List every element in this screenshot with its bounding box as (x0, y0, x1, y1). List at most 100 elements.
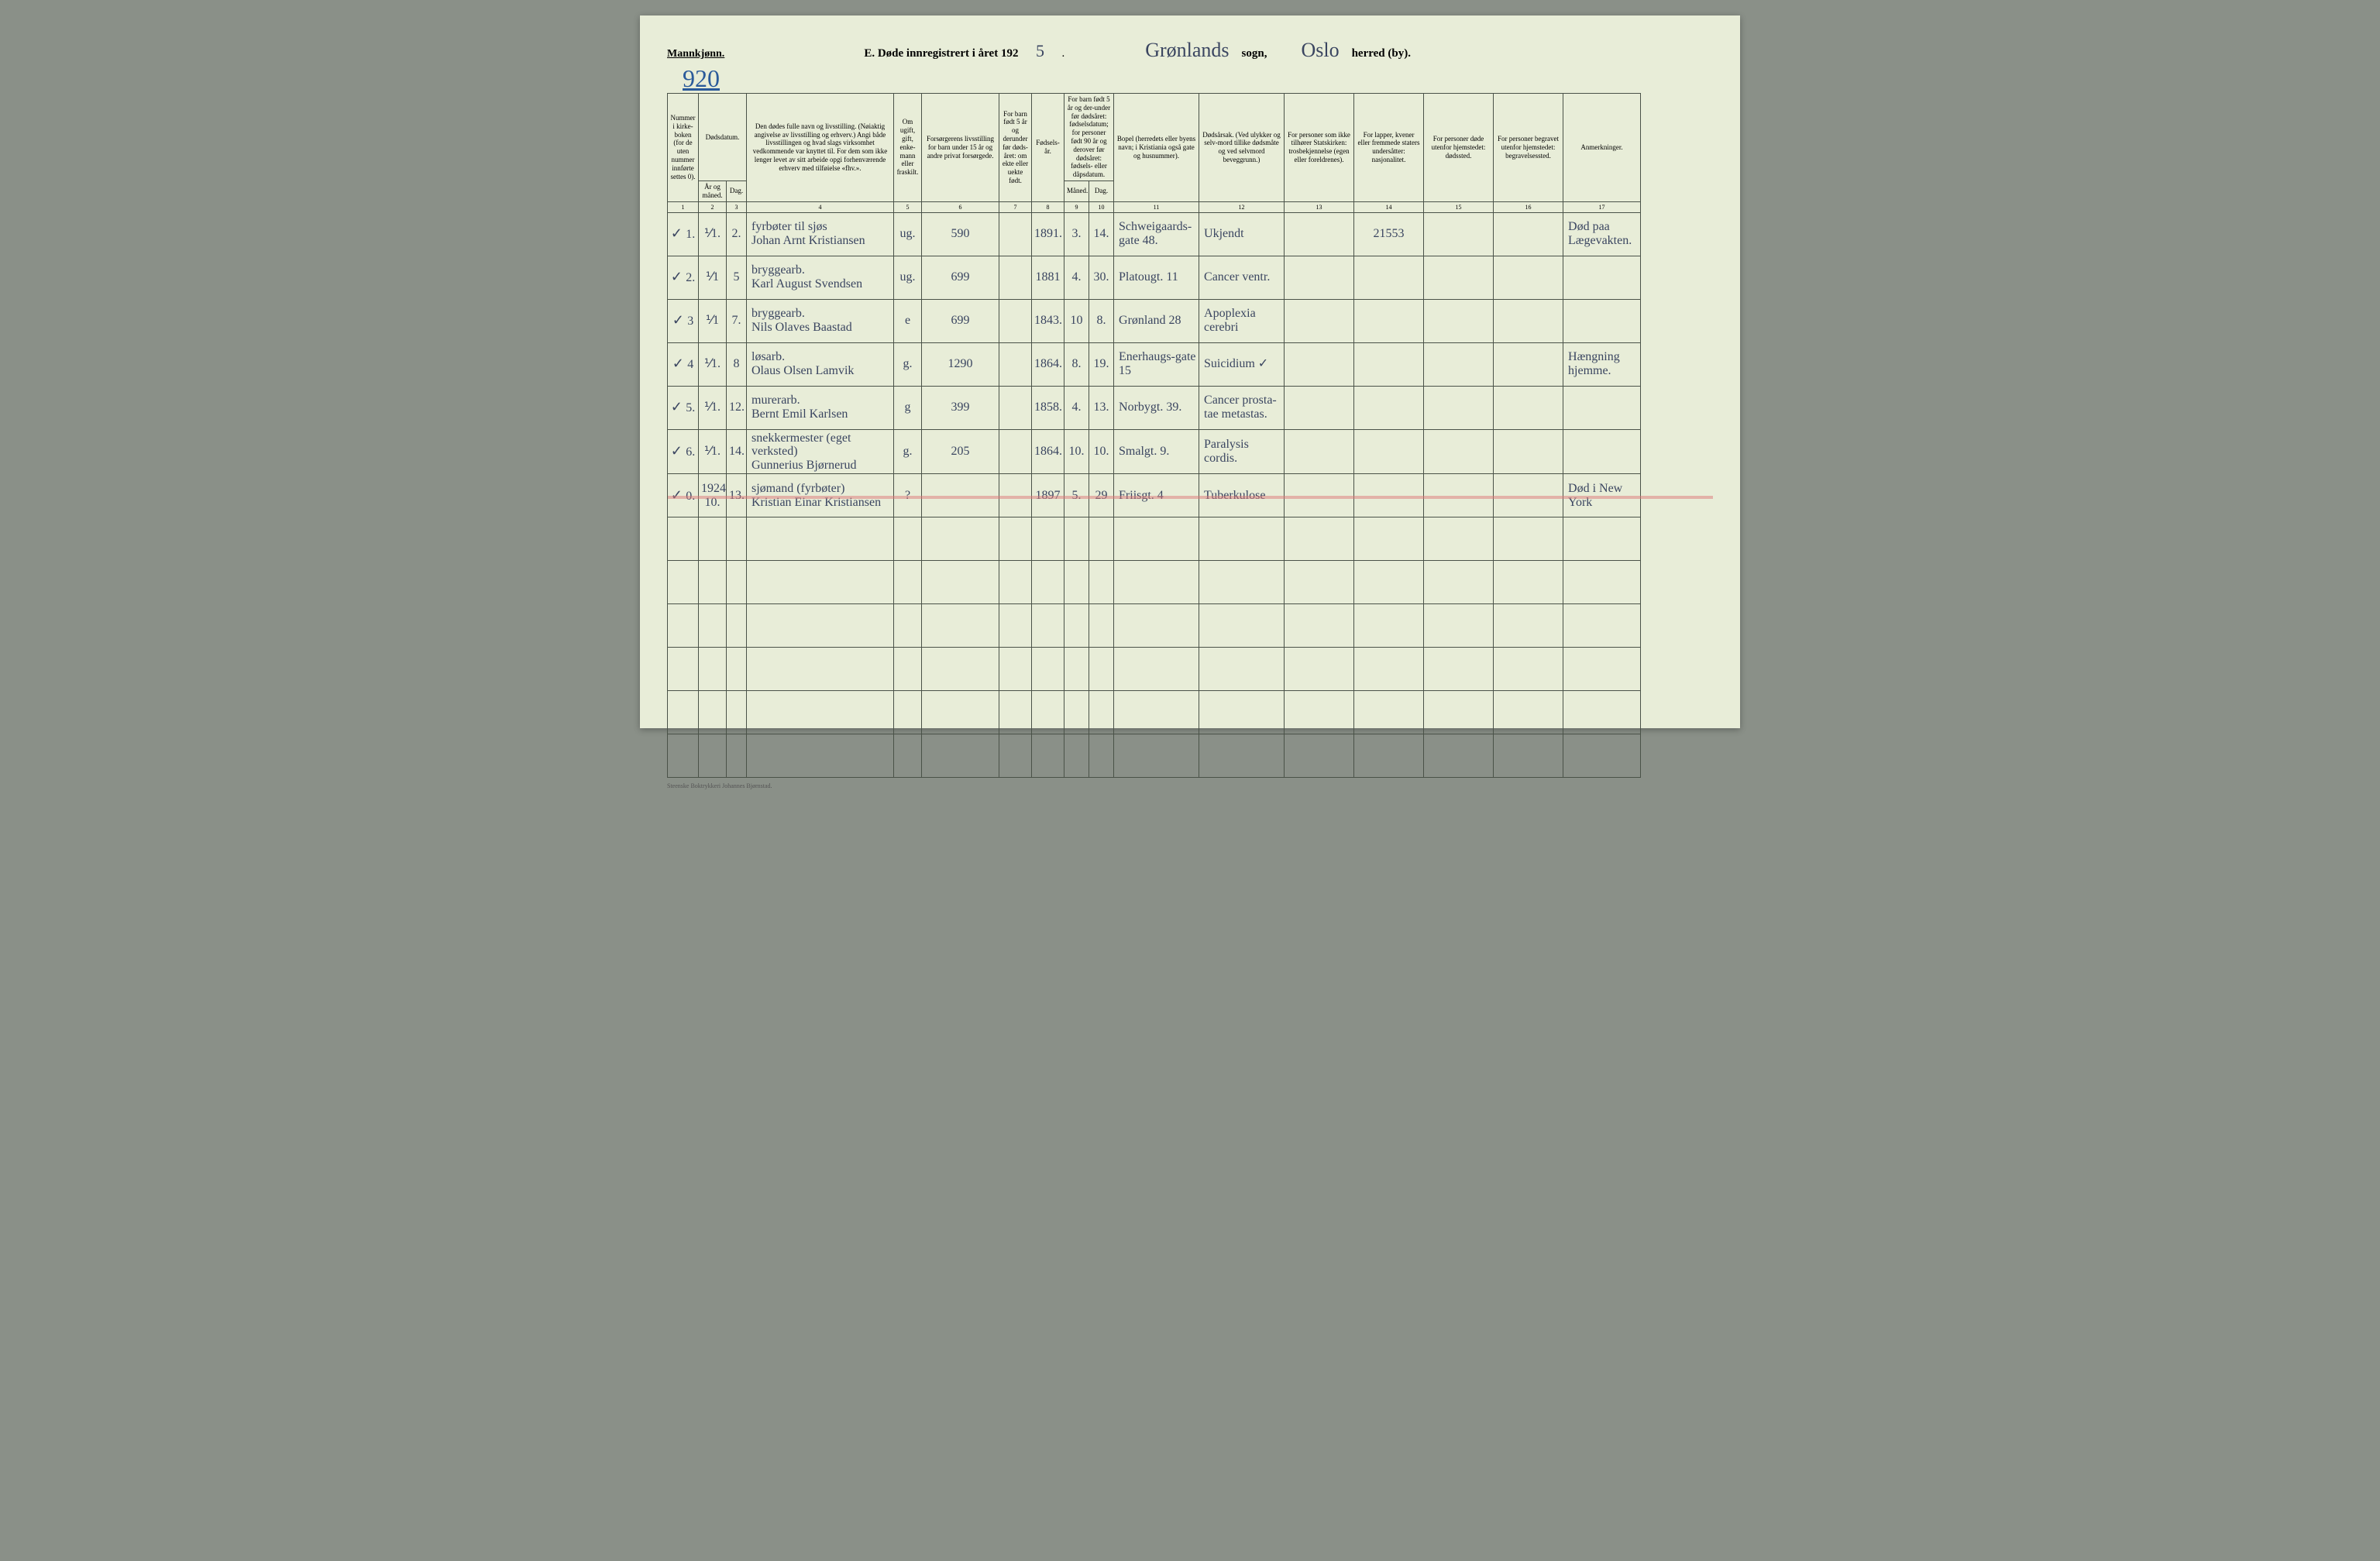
empty-cell (1114, 734, 1199, 778)
cell-death_place (1424, 474, 1494, 517)
cell-status: g. (894, 429, 922, 474)
cell-b_month: 8. (1064, 342, 1089, 386)
district-label: herred (by). (1352, 47, 1411, 60)
cell-day: 2. (727, 212, 747, 256)
col-header: Forsørgerens livsstilling for barn under… (922, 94, 999, 202)
cell-status: g (894, 386, 922, 429)
empty-cell (1563, 604, 1641, 648)
cell-name: murerarb.Bernt Emil Karlsen (747, 386, 894, 429)
col-header: For personer døde utenfor hjemstedet: dø… (1424, 94, 1494, 202)
empty-cell (727, 604, 747, 648)
empty-cell (1032, 691, 1064, 734)
table-row-empty (668, 691, 1713, 734)
empty-cell (1494, 691, 1563, 734)
cell-b_day: 29 (1089, 474, 1114, 517)
cell-cause: Cancer prosta-tae metastas. (1199, 386, 1285, 429)
empty-cell (727, 648, 747, 691)
empty-cell (999, 561, 1032, 604)
empty-cell (1089, 517, 1114, 561)
cell-provider: 590 (922, 212, 999, 256)
empty-cell (727, 691, 747, 734)
cell-b_day: 8. (1089, 299, 1114, 342)
cell-provider: 699 (922, 256, 999, 299)
empty-cell (1089, 604, 1114, 648)
empty-cell (1114, 648, 1199, 691)
cell-provider (922, 474, 999, 517)
empty-cell (1563, 561, 1641, 604)
empty-cell (1563, 691, 1641, 734)
empty-cell (1199, 648, 1285, 691)
empty-cell (922, 734, 999, 778)
empty-cell (699, 517, 727, 561)
cell-b_month: 5. (1064, 474, 1089, 517)
empty-cell (1032, 561, 1064, 604)
table-row: ✓ 3⅟17.bryggearb.Nils Olaves Baastade699… (668, 299, 1713, 342)
cell-faith (1285, 212, 1354, 256)
table-row: ✓ 2.⅟15bryggearb.Karl August Svendsenug.… (668, 256, 1713, 299)
col-header: For personer begravet utenfor hjemstedet… (1494, 94, 1563, 202)
cell-burial_place (1494, 212, 1563, 256)
empty-cell (999, 517, 1032, 561)
cell-num: ✓ 5. (668, 386, 699, 429)
empty-cell (1089, 561, 1114, 604)
cell-burial_place (1494, 342, 1563, 386)
empty-cell (1064, 691, 1089, 734)
parish-name: Grønlands (1139, 39, 1235, 62)
empty-cell (668, 648, 699, 691)
empty-cell (1064, 648, 1089, 691)
cell-name: løsarb.Olaus Olsen Lamvik (747, 342, 894, 386)
cell-remarks: Hængning hjemme. (1563, 342, 1641, 386)
empty-cell (1032, 648, 1064, 691)
column-number: 13 (1285, 201, 1354, 212)
column-number: 5 (894, 201, 922, 212)
cell-death_place (1424, 299, 1494, 342)
empty-cell (922, 517, 999, 561)
empty-cell (1354, 734, 1424, 778)
period: . (1061, 47, 1064, 60)
cell-faith (1285, 429, 1354, 474)
empty-cell (1064, 561, 1089, 604)
cell-death_place (1424, 342, 1494, 386)
empty-cell (747, 604, 894, 648)
column-number: 2 (699, 201, 727, 212)
empty-cell (1199, 604, 1285, 648)
cell-nationality (1354, 299, 1424, 342)
cell-faith (1285, 342, 1354, 386)
empty-cell (1199, 691, 1285, 734)
cell-residence: Grønland 28 (1114, 299, 1199, 342)
empty-cell (747, 691, 894, 734)
empty-cell (1563, 734, 1641, 778)
cell-cause: Cancer ventr. (1199, 256, 1285, 299)
printer-footer: Steenske Boktrykkeri Johannes Bjørnstad. (667, 782, 1713, 789)
col-header: Den dødes fulle navn og livsstilling. (N… (747, 94, 894, 202)
col-header: Dødsdatum. (699, 94, 747, 181)
empty-cell (1285, 561, 1354, 604)
empty-cell (1354, 648, 1424, 691)
page-header: Mannkjønn. E. Døde innregistrert i året … (667, 39, 1713, 62)
table-row-empty (668, 648, 1713, 691)
cell-faith (1285, 299, 1354, 342)
empty-cell (1354, 604, 1424, 648)
cell-name: bryggearb.Karl August Svendsen (747, 256, 894, 299)
cell-b_month: 3. (1064, 212, 1089, 256)
empty-cell (1563, 648, 1641, 691)
table-row: ✓ 4⅟1.8løsarb.Olaus Olsen Lamvikg.129018… (668, 342, 1713, 386)
column-number: 4 (747, 201, 894, 212)
empty-cell (1285, 517, 1354, 561)
title-section: E. Døde innregistrert i året 1925. Grønl… (864, 39, 1411, 62)
cell-legit (999, 386, 1032, 429)
empty-cell (1424, 734, 1494, 778)
cell-birth_year: 1897 (1032, 474, 1064, 517)
cell-burial_place (1494, 386, 1563, 429)
column-number: 14 (1354, 201, 1424, 212)
empty-cell (1424, 604, 1494, 648)
empty-cell (1424, 517, 1494, 561)
column-numbers-row: 1234567891011121314151617 (668, 201, 1713, 212)
col-header: Nummer i kirke-boken (for de uten nummer… (668, 94, 699, 202)
cell-cause: Suicidium ✓ (1199, 342, 1285, 386)
col-header: For personer som ikke tilhører Statskirk… (1285, 94, 1354, 202)
cell-month: 192410. (699, 474, 727, 517)
empty-cell (922, 648, 999, 691)
cell-nationality (1354, 474, 1424, 517)
year-suffix: 5 (1024, 41, 1055, 61)
